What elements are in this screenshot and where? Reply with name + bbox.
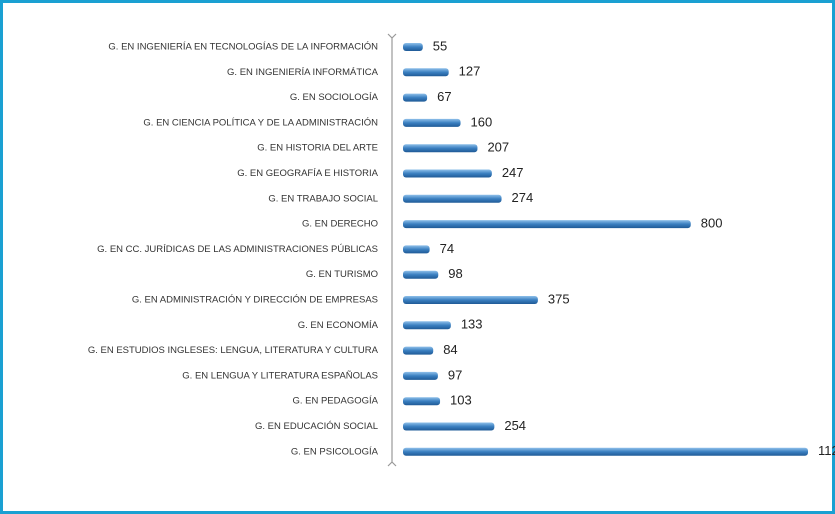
bar (403, 371, 438, 380)
category-label: G. EN CC. JURÍDICAS DE LAS ADMINISTRACIO… (97, 244, 378, 255)
bar (403, 169, 492, 178)
category-label: G. EN ESTUDIOS INGLESES: LENGUA, LITERAT… (88, 345, 379, 356)
category-label: G. EN ADMINISTRACIÓN Y DIRECCIÓN DE EMPR… (132, 295, 378, 306)
bar (403, 447, 808, 456)
bar (403, 43, 423, 51)
data-label: 274 (512, 190, 534, 205)
data-label: 74 (440, 241, 454, 256)
data-label: 103 (450, 393, 472, 408)
bar (403, 93, 428, 102)
bar (403, 422, 495, 431)
category-label: G. EN INGENIERÍA EN TECNOLOGÍAS DE LA IN… (108, 42, 378, 53)
category-label: G. EN DERECHO (302, 219, 378, 230)
category-label: G. EN INGENIERÍA INFORMÁTICA (227, 67, 379, 78)
bar (403, 118, 461, 127)
data-label: 98 (448, 266, 462, 281)
category-label: G. EN PSICOLOGÍA (291, 446, 379, 457)
bar (403, 321, 451, 330)
data-label: 55 (433, 38, 447, 53)
bar (403, 68, 449, 77)
data-label: 84 (443, 342, 457, 357)
data-label: 97 (448, 367, 462, 382)
category-label: G. EN ECONOMÍA (298, 320, 379, 331)
category-label: G. EN TURISMO (306, 269, 378, 280)
bar (403, 245, 430, 254)
bar (403, 397, 441, 406)
data-label: 133 (461, 317, 483, 332)
category-label: G. EN CIENCIA POLÍTICA Y DE LA ADMINISTR… (143, 117, 378, 128)
axis-line (387, 33, 397, 467)
data-label: 375 (548, 291, 570, 306)
data-label: 1126 (818, 443, 835, 458)
bar (403, 144, 478, 153)
data-label: 247 (502, 165, 524, 180)
bar (403, 194, 502, 203)
category-label: G. EN LENGUA Y LITERATURA ESPAÑOLAS (182, 370, 378, 381)
data-label: 207 (487, 140, 509, 155)
bar (403, 346, 434, 355)
category-label: G. EN TRABAJO SOCIAL (268, 193, 378, 204)
data-label: 67 (437, 89, 451, 104)
bar (403, 220, 691, 229)
category-label: G. EN EDUCACIÓN SOCIAL (255, 421, 378, 432)
data-label: 254 (504, 418, 526, 433)
category-label: G. EN HISTORIA DEL ARTE (257, 143, 378, 154)
data-label: 160 (471, 114, 493, 129)
bar (403, 270, 439, 279)
data-label: 800 (701, 216, 723, 231)
category-label: G. EN GEOGRAFÍA E HISTORIA (237, 168, 378, 179)
bar (403, 296, 538, 304)
data-label: 127 (459, 64, 481, 79)
category-label: G. EN SOCIOLOGÍA (290, 92, 379, 103)
category-label: G. EN PEDAGOGÍA (292, 396, 378, 407)
